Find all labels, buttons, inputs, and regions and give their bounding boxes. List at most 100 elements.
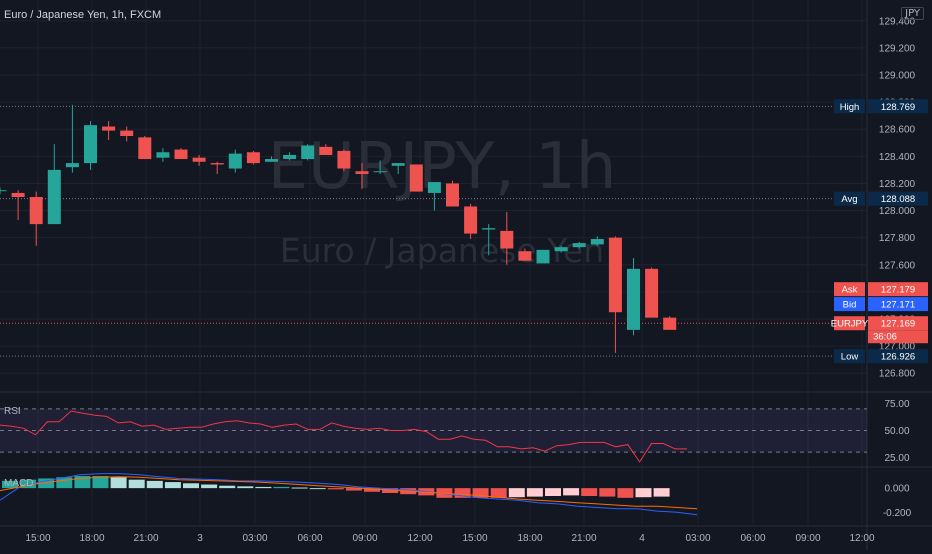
rsi-line <box>0 410 687 463</box>
last-tag-label-bg <box>834 316 865 331</box>
candle-up <box>65 163 79 168</box>
symbol-title: Euro / Japanese Yen, 1h, FXCM <box>4 9 162 21</box>
low-tag-label-bg <box>834 349 865 364</box>
candle-up <box>283 154 297 160</box>
high-tag-label: High <box>840 102 860 113</box>
macd-tick-label: -0.200 <box>883 508 912 519</box>
macd-histogram-bar <box>219 485 236 489</box>
macd-histogram-bar <box>508 488 525 498</box>
candle-down <box>464 206 478 234</box>
macd-histogram-bar <box>20 479 37 489</box>
candle-down <box>500 230 514 249</box>
candle-up <box>0 190 7 192</box>
macd-histogram-bar <box>599 488 616 497</box>
candle-up <box>156 152 170 158</box>
macd-histogram-bar <box>327 488 344 490</box>
macd-histogram-bar <box>255 486 272 489</box>
last-tag-label: EURJPY <box>831 319 869 330</box>
time-tick-label: 4 <box>639 533 645 544</box>
macd-line <box>0 473 698 516</box>
time-tick-label: 03:00 <box>242 533 267 544</box>
candle-up <box>536 249 550 264</box>
time-tick-label: 12:00 <box>849 533 874 544</box>
time-tick-label: 12:00 <box>407 533 432 544</box>
macd-tick-label: 0.000 <box>884 484 909 495</box>
last-tag-value-bg <box>868 316 928 331</box>
candle-down <box>210 163 224 165</box>
macd-histogram-bar <box>545 488 561 496</box>
candle-up <box>265 159 278 162</box>
candle-down <box>138 137 152 160</box>
candle-down <box>174 149 188 160</box>
ask-tag: Ask 127.179 <box>834 282 928 297</box>
ask-tag-value-bg <box>868 282 928 297</box>
high-tag-label-bg <box>834 99 865 114</box>
macd-histogram-bar <box>201 484 218 489</box>
high-tag: High 128.769 <box>834 99 928 114</box>
avg-tag-value: 128.088 <box>881 194 915 205</box>
time-tick-label: 06:00 <box>297 533 322 544</box>
avg-tag-label-bg <box>834 191 865 206</box>
candle-down <box>608 237 622 313</box>
price-tick-label: 127.800 <box>879 233 916 244</box>
price-tick-label: 129.200 <box>879 43 916 54</box>
price-tick-label: 128.200 <box>879 179 916 190</box>
avg-tag: Avg 128.088 <box>834 191 928 206</box>
price-tick-label: 128.000 <box>879 206 916 217</box>
price-tick-label: 129.400 <box>879 16 916 27</box>
ask-tag-label: Ask <box>842 285 858 296</box>
time-tick-label: 18:00 <box>517 533 542 544</box>
macd-histogram-bar <box>454 488 471 498</box>
price-tick-label: 127.600 <box>879 260 916 271</box>
candle-up <box>228 153 242 169</box>
candle-down <box>355 171 369 174</box>
candle-down <box>11 192 25 197</box>
price-tick-label: 126.800 <box>879 369 916 380</box>
last-tag-countdown: 36:06 <box>873 332 897 343</box>
candle-up <box>627 268 640 330</box>
macd-histogram-bar <box>2 480 18 489</box>
candle-up <box>84 125 97 164</box>
ask-tag-value: 127.179 <box>881 285 915 296</box>
macd-histogram-bar <box>273 486 290 489</box>
candle-down <box>102 126 116 131</box>
low-tag-value-bg <box>868 349 928 364</box>
candle-up <box>373 171 387 173</box>
candle-down <box>29 197 43 225</box>
candle-down <box>192 157 206 162</box>
macd-histogram-bar <box>635 488 652 498</box>
price-tick-label: 128.600 <box>879 125 916 136</box>
watermark-name: Euro / Japanese Yen <box>280 231 604 270</box>
bid-tag: Bid 127.171 <box>834 297 928 312</box>
last-tag: EURJPY 127.169 36:06 <box>831 316 928 344</box>
bid-tag-value: 127.171 <box>881 300 915 311</box>
rsi-tick-label: 25.00 <box>884 453 909 464</box>
macd-histogram-bar <box>237 486 254 489</box>
candle-down <box>518 251 532 261</box>
candle-up <box>572 243 586 248</box>
candle-down <box>446 183 459 207</box>
macd-histogram-bar <box>472 488 489 498</box>
candle-down <box>645 268 659 318</box>
rsi-tick-label: 50.00 <box>884 426 909 437</box>
macd-histogram-bar <box>146 480 163 489</box>
candle-down <box>120 130 134 136</box>
time-tick-label: 3 <box>197 533 203 544</box>
time-tick-label: 09:00 <box>352 533 377 544</box>
macd-histogram-bar <box>581 488 598 496</box>
macd-histogram-bar <box>92 476 109 489</box>
macd-histogram-bar <box>563 488 580 496</box>
candle-up <box>391 163 405 166</box>
currency-button[interactable]: JPY <box>901 7 924 20</box>
candle-up <box>427 182 441 193</box>
ask-tag-label-bg <box>834 282 865 297</box>
time-tick-label: 15:00 <box>25 533 50 544</box>
avg-tag-value-bg <box>868 191 928 206</box>
candle-up <box>590 239 604 245</box>
price-tick-label: 129.000 <box>879 71 916 82</box>
time-tick-label: 21:00 <box>133 533 158 544</box>
time-tick-label: 18:00 <box>79 533 104 544</box>
macd-histogram-bar <box>490 488 507 498</box>
